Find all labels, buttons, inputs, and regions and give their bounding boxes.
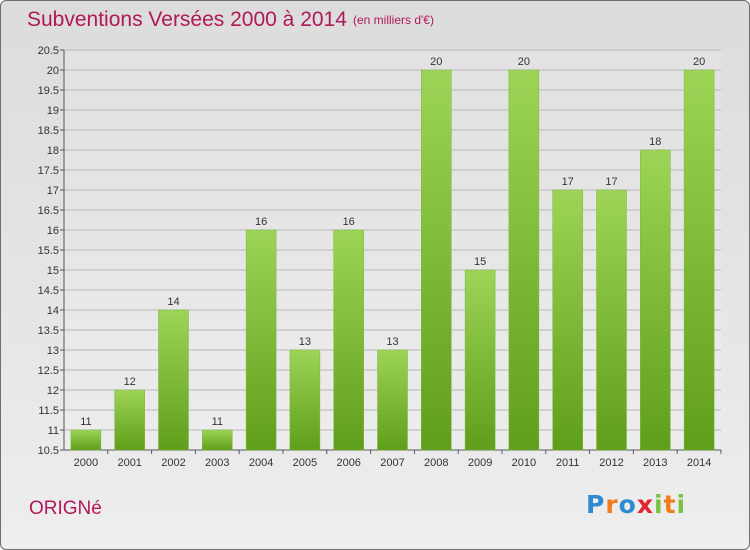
- x-tick-label-2004: 2004: [249, 457, 273, 469]
- x-tick-label-2003: 2003: [205, 457, 229, 469]
- bar-2014: [683, 69, 715, 451]
- y-tick-label: 12.5: [38, 365, 59, 377]
- bar-2013: [640, 149, 671, 451]
- data-label-2002: 14: [167, 296, 179, 308]
- y-tick-label: 16: [47, 225, 59, 237]
- y-tick-label: 12: [47, 385, 59, 397]
- x-tick-label-2011: 2011: [556, 457, 580, 469]
- x-tick-label-2000: 2000: [74, 457, 98, 469]
- x-tick-label-2008: 2008: [424, 457, 448, 469]
- bar-2008: [421, 69, 452, 451]
- bar-2001: [114, 389, 145, 451]
- data-label-2014: 20: [693, 56, 705, 68]
- x-tick-label-2013: 2013: [643, 457, 667, 469]
- logo-letter: P: [586, 490, 606, 519]
- bar-2009: [464, 269, 496, 451]
- y-tick-label: 20: [47, 65, 59, 77]
- logo-letter: i: [676, 490, 687, 519]
- data-label-2000: 11: [80, 416, 91, 428]
- y-tick-label: 11.5: [38, 405, 59, 417]
- y-tick-label: 15.5: [38, 245, 59, 257]
- x-tick-label-2012: 2012: [599, 457, 623, 469]
- data-label-2011: 17: [562, 176, 574, 188]
- bar-2006: [333, 229, 364, 451]
- y-tick-label: 13: [47, 345, 59, 357]
- bar-2005: [289, 349, 321, 451]
- logo-letter: t: [663, 490, 677, 519]
- chart-title: Subventions Versées 2000 à 2014: [27, 8, 347, 31]
- y-tick-label: 10.5: [38, 445, 59, 457]
- data-label-2012: 17: [605, 176, 617, 188]
- data-label-2009: 15: [474, 256, 486, 268]
- x-tick-label-2002: 2002: [161, 457, 185, 469]
- bar-2004: [245, 229, 277, 451]
- chart-subtitle: (en milliers d'€): [353, 13, 434, 27]
- data-label-2007: 13: [386, 336, 398, 348]
- x-tick-label-2005: 2005: [293, 457, 317, 469]
- commune-name: ORIGNé: [29, 498, 102, 519]
- logo-letter: r: [605, 490, 619, 519]
- data-label-2010: 20: [518, 56, 530, 68]
- y-tick-label: 15: [47, 265, 59, 277]
- y-tick-label: 14: [47, 305, 59, 317]
- y-tick-label: 17.5: [38, 165, 59, 177]
- data-label-2013: 18: [649, 136, 661, 148]
- data-label-2008: 20: [430, 56, 442, 68]
- proxiti-logo[interactable]: Proxiti: [586, 490, 686, 519]
- y-tick-label: 19: [47, 105, 59, 117]
- logo-letter: x: [636, 490, 654, 519]
- data-label-2005: 13: [299, 336, 311, 348]
- bar-2011: [552, 189, 583, 451]
- bar-2002: [158, 309, 189, 451]
- x-tick-label-2010: 2010: [512, 457, 536, 469]
- logo-letter: i: [654, 490, 664, 519]
- x-tick-label-2009: 2009: [468, 457, 492, 469]
- bars: [70, 69, 715, 451]
- x-tick-label-2007: 2007: [380, 457, 404, 469]
- y-tick-label: 17: [47, 185, 59, 197]
- y-tick-label: 19.5: [38, 85, 59, 97]
- y-tick-label: 16.5: [38, 205, 59, 217]
- labels: 10.5 11 11.5 12 12.5 13 13.5 14 14.5 15 15.5 16 16.5…: [38, 45, 712, 469]
- bar-2000: [70, 429, 102, 451]
- y-tick-label: 18: [47, 145, 59, 157]
- bar-2007: [377, 349, 408, 451]
- data-label-2004: 16: [255, 216, 267, 228]
- y-tick-label: 14.5: [38, 285, 59, 297]
- y-tick-label: 13.5: [38, 325, 59, 337]
- y-tick-label: 18.5: [38, 125, 59, 137]
- x-tick-label-2001: 2001: [117, 457, 141, 469]
- bar-2012: [596, 189, 627, 451]
- data-label-2003: 11: [212, 416, 223, 428]
- data-label-2001: 12: [124, 376, 136, 388]
- y-tick-label: 20.5: [38, 45, 59, 57]
- bar-2010: [508, 69, 540, 451]
- data-label-2006: 16: [343, 216, 355, 228]
- x-tick-label-2014: 2014: [687, 457, 711, 469]
- y-tick-label: 11: [48, 425, 59, 437]
- bar-2003: [202, 429, 233, 451]
- logo-letter: o: [618, 490, 637, 519]
- x-tick-label-2006: 2006: [336, 457, 360, 469]
